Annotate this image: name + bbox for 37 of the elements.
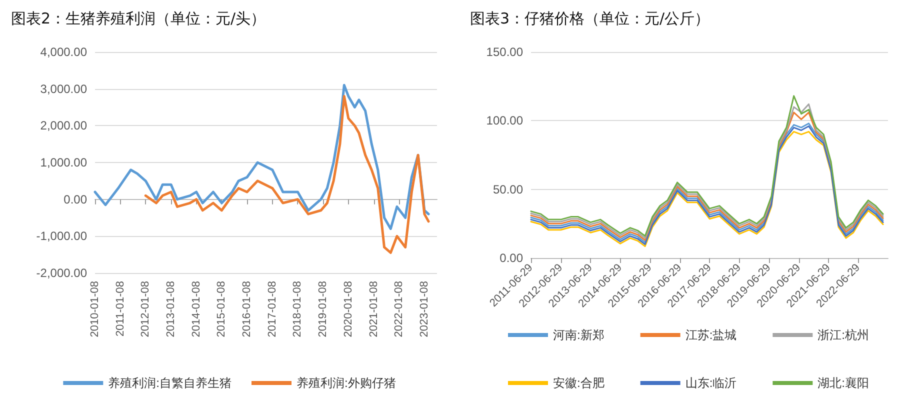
x-tick-label: 2020-01-08: [342, 281, 354, 338]
legend-label: 河南:新郑: [553, 328, 604, 342]
legend-label: 江苏:盐城: [685, 328, 737, 342]
line-series: [144, 94, 430, 254]
legend-label: 养殖利润:外购仔猪: [296, 376, 396, 390]
x-tick-label: 2013-01-08: [165, 281, 178, 338]
x-tick-label: 2016-01-08: [241, 281, 254, 338]
x-tick-label: 2019-01-08: [317, 281, 330, 338]
x-tick-label: 2018-01-08: [292, 281, 304, 338]
legend-label: 山东:临沂: [685, 376, 737, 390]
y-tick-label: -2,000.00: [36, 266, 88, 280]
x-tick-label: 2021-01-08: [368, 281, 380, 338]
y-tick-label: 2,000.00: [40, 118, 88, 133]
chart-title: 图表2：生猪养殖利润（单位：元/头）: [11, 10, 266, 28]
y-tick-label: 100.00: [486, 114, 524, 128]
legend-label: 浙江:杭州: [818, 328, 870, 342]
x-tick-label: 2011-01-08: [114, 281, 126, 336]
legend-label: 安徽:合肥: [553, 376, 604, 390]
y-tick-label: 50.00: [492, 182, 524, 196]
x-tick-label: 2012-01-08: [140, 281, 152, 338]
x-tick-label: 2017-01-08: [266, 281, 278, 338]
y-tick-label: -1,000.00: [36, 229, 88, 244]
x-tick-label: 2015-01-08: [216, 281, 228, 338]
y-tick-label: 150.00: [486, 45, 524, 59]
line-series: [94, 84, 430, 230]
y-tick-label: 4,000.00: [40, 45, 88, 59]
y-tick-label: 3,000.00: [40, 82, 88, 96]
x-tick-label: 2014-01-08: [190, 281, 202, 338]
y-tick-label: 1,000.00: [40, 156, 88, 170]
y-tick-label: 0.00: [500, 251, 524, 265]
x-tick-label: 2010-01-08: [89, 281, 101, 338]
y-tick-label: 0.00: [64, 192, 88, 206]
chart-title: 图表3：仔猪价格（单位：元/公斤）: [470, 10, 710, 28]
x-tick-label: 2023-01-08: [418, 281, 430, 338]
legend-label: 湖北:襄阳: [818, 376, 870, 390]
legend-label: 养殖利润:自繁自养生猪: [108, 376, 232, 390]
x-tick-label: 2022-01-08: [393, 281, 406, 338]
